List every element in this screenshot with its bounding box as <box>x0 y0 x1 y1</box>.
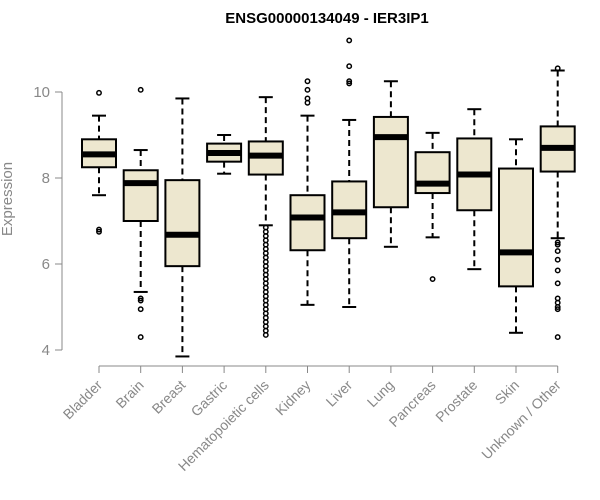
iqr-box <box>372 115 409 209</box>
outlier-point <box>554 304 561 310</box>
y-tick-label: 4 <box>42 342 50 359</box>
x-tick-label: Unknown / Other <box>478 377 564 463</box>
box-breast <box>164 97 201 358</box>
box-liver <box>331 37 368 308</box>
x-tick-label: Bladder <box>60 377 106 423</box>
outlier-point <box>137 334 144 341</box>
outlier-point <box>554 239 561 246</box>
outlier-point <box>346 80 353 87</box>
box-lung <box>372 80 409 248</box>
box-kidney <box>289 78 326 306</box>
y-axis-label: Expression <box>0 162 16 236</box>
outlier-point <box>554 256 561 263</box>
x-tick-label: Kidney <box>272 377 314 419</box>
iqr-box <box>164 179 201 268</box>
outlier-point <box>304 86 311 93</box>
box-hematopoietic-cells <box>247 96 284 338</box>
outlier-point <box>304 78 311 85</box>
outlier-point <box>429 276 436 282</box>
outlier-point <box>346 78 353 85</box>
outlier-point <box>137 295 144 302</box>
iqr-box <box>498 167 534 288</box>
outlier-point <box>554 334 561 341</box>
x-tick-label: Lung <box>364 377 397 410</box>
x-tick-label: Skin <box>492 377 523 408</box>
box-bladder <box>81 89 117 235</box>
y-tick-label: 8 <box>42 170 50 187</box>
x-tick-label: Liver <box>323 377 356 410</box>
outlier-point <box>346 37 353 44</box>
y-axis: 4 6 8 10 <box>33 84 63 359</box>
outlier-point <box>137 297 144 304</box>
outlier-point <box>96 226 102 233</box>
x-tick-label: Brain <box>112 377 146 411</box>
x-tick-label: Prostate <box>432 377 480 425</box>
iqr-box <box>414 151 451 195</box>
y-tick-label: 6 <box>42 256 50 273</box>
box-pancreas <box>414 131 451 282</box>
iqr-box <box>122 169 159 222</box>
boxes-group <box>81 37 576 358</box>
outlier-point <box>554 267 561 274</box>
iqr-box <box>289 194 326 252</box>
outlier-point <box>554 241 561 248</box>
outlier-point <box>96 89 102 96</box>
outlier-point <box>96 228 102 235</box>
box-prostate <box>456 108 493 271</box>
outlier-point <box>554 306 561 313</box>
box-unknown-other <box>539 65 576 341</box>
x-tick-label: Breast <box>149 377 189 417</box>
outlier-point <box>554 280 561 287</box>
outlier-point <box>262 332 269 338</box>
outlier-point <box>137 86 144 93</box>
y-tick-label: 10 <box>33 84 50 101</box>
box-brain <box>122 86 159 341</box>
outlier-point <box>554 65 561 72</box>
box-skin <box>498 138 534 334</box>
outlier-point <box>304 95 311 102</box>
outlier-point <box>554 248 561 255</box>
outlier-point <box>137 306 144 313</box>
chart-title: ENSG00000134049 - IER3IP1 <box>225 10 428 27</box>
box-gastric <box>206 134 243 175</box>
outlier-point <box>346 63 353 70</box>
